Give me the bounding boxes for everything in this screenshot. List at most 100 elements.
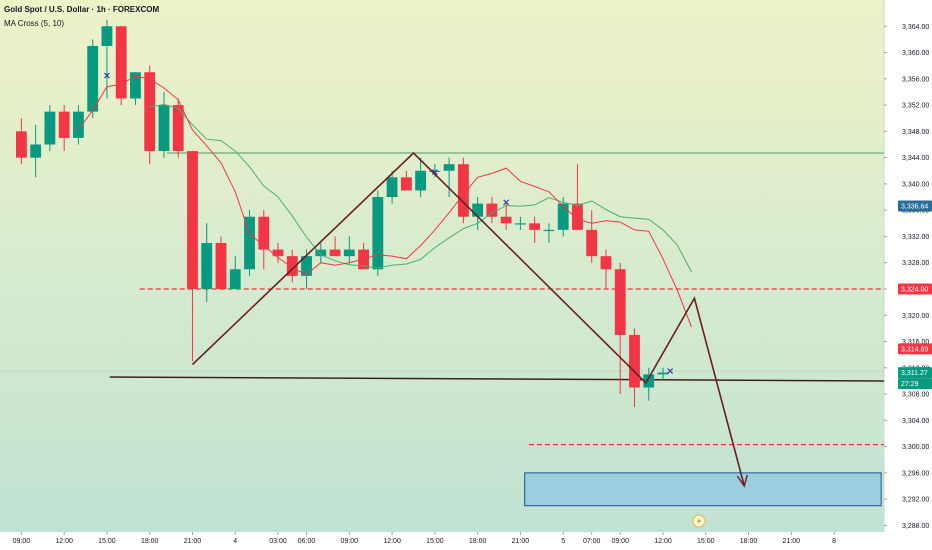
candle: [258, 216, 270, 250]
candle: [472, 203, 484, 217]
candle: [572, 203, 583, 230]
candle: [657, 372, 669, 375]
candle: [301, 256, 312, 276]
ma-fast-line: [77, 75, 692, 328]
replay-icon[interactable]: [692, 514, 706, 528]
time-tick-label: 21:00: [512, 538, 530, 545]
price-tick-label: 3,292.00: [902, 497, 929, 504]
candle: [73, 111, 84, 138]
price-tick-label: 3,300.00: [902, 444, 929, 451]
candle: [629, 334, 640, 388]
candle: [144, 72, 156, 152]
price-badge-label: 3,314.89: [901, 346, 928, 353]
time-tick-label: 09:00: [341, 538, 359, 545]
price-tick-label: 3,356.00: [902, 76, 929, 83]
candle: [101, 26, 113, 46]
ma-cross-marker: [431, 169, 438, 176]
axes: 3,288.00 3,292.00 3,296.00 3,300.00 3,304.00…: [13, 24, 932, 545]
candle: [87, 45, 99, 112]
price-tick-label: 3,328.00: [902, 260, 929, 267]
candle: [343, 249, 355, 257]
candle: [443, 164, 455, 171]
time-tick-label: 15:00: [426, 538, 444, 545]
price-tick-label: 3,352.00: [902, 103, 929, 110]
candle: [643, 374, 655, 388]
candle: [30, 144, 42, 158]
candle: [486, 203, 498, 217]
candle: [315, 249, 327, 257]
candle: [372, 197, 384, 270]
support-line: [109, 376, 885, 382]
candle: [415, 170, 427, 191]
price-badge-label: 3,336.64: [901, 203, 928, 210]
time-tick-label: 09:00: [13, 538, 31, 545]
candle: [557, 203, 569, 230]
price-tick-label: 3,332.00: [902, 234, 929, 241]
price-tick-label: 3,348.00: [902, 129, 929, 136]
candle: [130, 72, 141, 99]
indicator-label: MA Cross (5, 10): [4, 19, 65, 28]
zigzag-projection-path: [191, 151, 746, 487]
price-tick-label: 3,340.00: [902, 181, 929, 188]
candle: [158, 105, 170, 152]
candle: [400, 177, 412, 191]
price-tick-label: 3,360.00: [902, 50, 929, 57]
candle: [515, 223, 526, 225]
time-tick-label: 12:00: [654, 538, 672, 545]
candle: [586, 229, 598, 257]
time-tick-label: 12:00: [383, 538, 401, 545]
price-badge: [898, 343, 932, 355]
price-tick-label: 3,304.00: [902, 418, 929, 425]
target-zone-box: [524, 472, 882, 507]
ma-cross-marker: [503, 199, 510, 206]
price-badge-label: 3,311.27: [901, 370, 928, 377]
candle: [215, 243, 227, 289]
price-axis-panel[interactable]: [884, 0, 932, 550]
ma-cross-marker: [667, 368, 674, 375]
candle: [600, 256, 612, 270]
time-tick-label: 03:00: [269, 538, 287, 545]
candle: [358, 249, 369, 270]
price-badge: [898, 200, 932, 212]
plot-area: [0, 19, 885, 507]
candle: [272, 249, 284, 257]
ma-slow-line: [149, 103, 692, 273]
time-tick-label: 21:00: [783, 538, 801, 545]
price-tick-label: 3,308.00: [902, 392, 929, 399]
candle: [115, 26, 127, 99]
candle: [543, 229, 555, 232]
time-tick-label: 15:00: [98, 538, 116, 545]
candle: [187, 151, 198, 289]
projection-arrow-head: [736, 474, 748, 488]
price-tick-label: 3,344.00: [902, 155, 929, 162]
price-badge-label: 3,324.00: [901, 286, 928, 293]
ma-cross-marker: [104, 72, 110, 79]
price-tick-label: 3,316.00: [902, 339, 929, 346]
candle: [244, 216, 255, 270]
time-tick-label: 21:00: [184, 538, 202, 545]
candle: [386, 177, 398, 198]
price-badge: [898, 378, 932, 390]
time-tick-label: 12:00: [55, 538, 73, 545]
candle: [500, 216, 512, 224]
candle: [286, 256, 298, 276]
price-tick-label: 3,320.00: [902, 313, 929, 320]
price-tick-label: 3,296.00: [902, 470, 929, 477]
candle: [172, 105, 184, 152]
price-badge: [898, 283, 932, 295]
time-tick-label: 06:00: [298, 538, 316, 545]
price-badge-label: 27:29: [901, 381, 919, 388]
candle: [201, 243, 213, 289]
candle: [614, 269, 626, 335]
candle: [329, 249, 341, 257]
time-tick-label: 4: [233, 538, 237, 545]
time-axis-panel[interactable]: [0, 532, 932, 550]
time-tick-label: 18:00: [740, 538, 758, 545]
price-tick-label: 3,288.00: [902, 523, 929, 530]
candle: [15, 131, 27, 158]
price-badge: [898, 367, 932, 379]
candle: [229, 269, 241, 289]
